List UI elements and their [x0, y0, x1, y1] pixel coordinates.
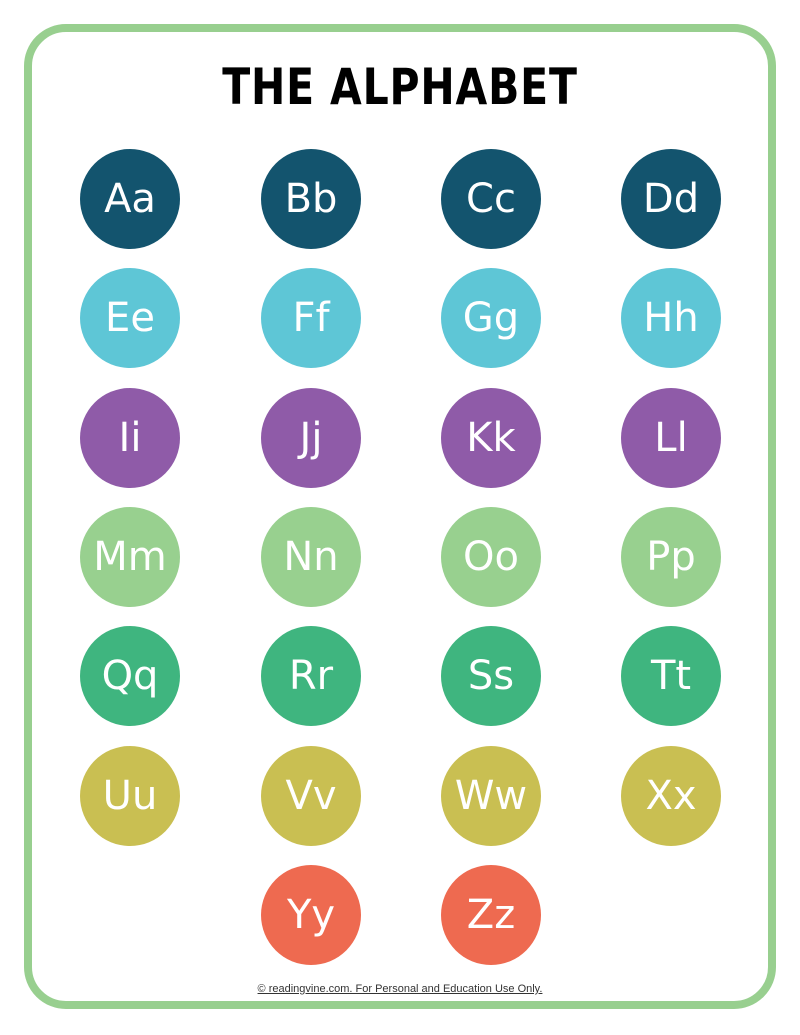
letter-circle-n: Nn: [261, 506, 361, 607]
letter-circle-s: Ss: [441, 626, 541, 727]
letter-circle-a: Aa: [80, 149, 180, 249]
letter-circle-p: Pp: [621, 506, 721, 607]
letter-circle-e: Ee: [80, 268, 180, 369]
letter-circle-v: Vv: [261, 745, 361, 846]
letter-circle-l: Ll: [621, 387, 721, 488]
page-title: THE ALPHABET: [222, 58, 578, 116]
letter-circle-u: Uu: [80, 745, 180, 846]
letter-circle-r: Rr: [261, 626, 361, 727]
letter-circle-d: Dd: [621, 149, 721, 249]
letter-circle-k: Kk: [441, 387, 541, 488]
letter-circle-w: Ww: [441, 745, 541, 846]
letter-circle-j: Jj: [261, 387, 361, 488]
letter-circle-q: Qq: [80, 626, 180, 727]
letter-circle-i: Ii: [80, 387, 180, 488]
copyright-footer: © readingvine.com. For Personal and Educ…: [257, 983, 543, 995]
letter-circle-o: Oo: [441, 506, 541, 607]
letter-circle-m: Mm: [80, 506, 180, 607]
letter-circle-z: Zz: [441, 864, 541, 965]
letter-circle-x: Xx: [621, 745, 721, 846]
letter-circle-g: Gg: [441, 268, 541, 369]
letter-circle-b: Bb: [261, 149, 361, 249]
letter-circle-t: Tt: [621, 626, 721, 727]
letter-circle-h: Hh: [621, 268, 721, 369]
letter-circle-f: Ff: [261, 268, 361, 369]
letter-circle-y: Yy: [261, 864, 361, 965]
letter-circle-c: Cc: [441, 149, 541, 249]
